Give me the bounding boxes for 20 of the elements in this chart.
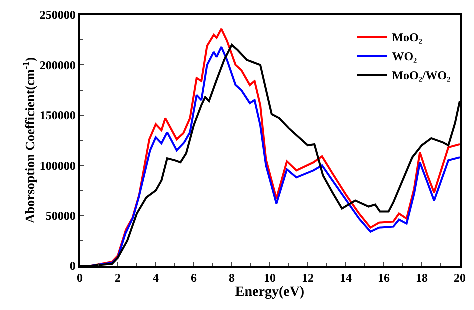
y-tick-label: 200000 [40,58,76,72]
x-tick-label: 16 [378,271,390,286]
x-axis-title: Energy(eV) [235,285,305,300]
x-tick-label: 18 [416,271,428,286]
y-tick-label: 100000 [40,158,76,173]
x-tick-label: 6 [191,271,197,286]
y-tick-label: 0 [70,259,76,274]
x-tick-label: 12 [302,271,314,286]
x-tick-label: 10 [264,271,276,286]
y-tick-label: 150000 [40,108,76,123]
legend-label: MoO₂ [392,30,423,45]
x-tick-label: 14 [340,271,352,286]
x-tick-label: 8 [229,271,235,286]
legend-label: WO₂ [392,50,418,64]
y-tick-label: 50000 [46,209,76,223]
x-tick-label: 2 [115,271,121,286]
x-tick-label: 20 [454,271,466,286]
legend-label: MoO₂/WO₂ [392,68,452,83]
x-tick-label: 4 [153,271,159,286]
y-tick-label: 250000 [40,8,76,22]
